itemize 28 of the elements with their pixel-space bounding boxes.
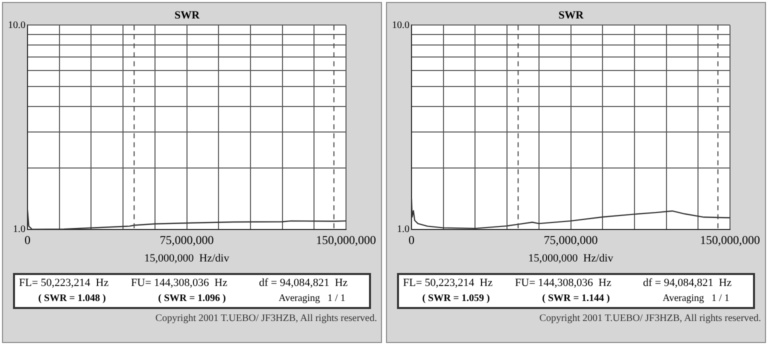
y-tick-label: 10.0 — [392, 20, 410, 31]
text: df = 94,084,821 Hz — [258, 276, 349, 291]
chart-title: SWR — [174, 9, 201, 22]
text: Copyright 2001 T.UEBO/ JF3HZB, All rights reserved. — [538, 313, 762, 324]
text: FU= 144,308,036 Hz — [515, 276, 612, 291]
text: Copyright 2001 T.UEBO/ JF3HZB, All rights reserved. — [154, 313, 378, 324]
y-tick-label: 1.0 — [13, 224, 26, 236]
x-tick-label: 75,000,000 — [544, 232, 598, 247]
text: ( SWR = 1.048 ) — [37, 292, 107, 306]
text: ( SWR = 1.096 ) — [157, 292, 227, 306]
text: df = 94,084,821 Hz — [642, 276, 733, 291]
x-tick-label: 0 — [408, 232, 414, 247]
x-tick-label: 75,000,000 — [160, 232, 214, 247]
x-axis-title: 15,000,000 Hz/div — [144, 252, 230, 264]
text: ( SWR = 1.144 ) — [541, 292, 611, 306]
x-axis-title: 15,000,000 Hz/div — [528, 252, 614, 264]
text: FU= 144,308,036 Hz — [131, 276, 228, 291]
chart-title: SWR — [558, 9, 585, 22]
y-tick-label: 1.0 — [397, 224, 410, 236]
y-tick-label: 10.0 — [8, 20, 26, 31]
text: ( SWR = 1.059 ) — [421, 292, 491, 306]
x-tick-label: 150,000,000 — [316, 232, 376, 247]
x-tick-label: 150,000,000 — [700, 232, 760, 247]
text: FL= 50,223,214 Hz — [403, 276, 494, 291]
text: FL= 50,223,214 Hz — [19, 276, 110, 291]
x-tick-label: 0 — [24, 232, 30, 247]
text: Averaging 1 / 1 — [278, 292, 346, 306]
text: Averaging 1 / 1 — [662, 292, 730, 306]
